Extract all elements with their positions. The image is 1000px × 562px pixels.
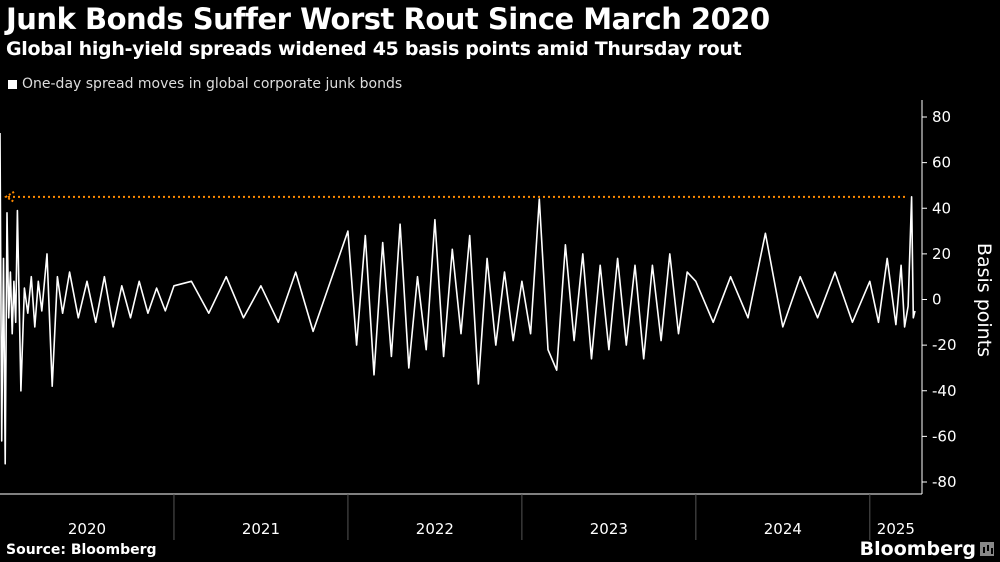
y-tick-label: -20 [932,336,957,354]
x-tick-label: 2022 [416,520,454,538]
chart-subtitle: Global high-yield spreads widened 45 bas… [6,38,742,60]
legend: One-day spread moves in global corporate… [8,76,402,92]
reference-arrow [4,190,15,203]
y-tick-label: -80 [932,473,957,491]
chart-title: Junk Bonds Suffer Worst Rout Since March… [6,2,770,36]
source-note: Source: Bloomberg [6,542,157,558]
x-tick-label: 2025 [877,520,915,538]
y-tick-label: -60 [932,427,957,445]
brand-name: Bloomberg [859,538,976,560]
chart-icon [980,542,994,556]
x-tick-label: 2024 [764,520,802,538]
x-tick-label: 2020 [68,520,106,538]
legend-label: One-day spread moves in global corporate… [22,76,403,92]
y-tick-label: -40 [932,382,957,400]
y-tick-label: 60 [932,154,951,172]
legend-swatch [8,79,17,89]
x-tick-label: 2023 [590,520,628,538]
y-tick-label: 80 [932,108,951,126]
brand-logo: Bloomberg [860,538,994,560]
x-tick-label: 2021 [242,520,280,538]
y-tick-label: 40 [932,199,951,217]
y-axis-label: Basis points [973,243,995,357]
series-line [0,132,916,465]
y-tick-label: 20 [932,245,951,263]
y-tick-label: 0 [932,291,942,309]
